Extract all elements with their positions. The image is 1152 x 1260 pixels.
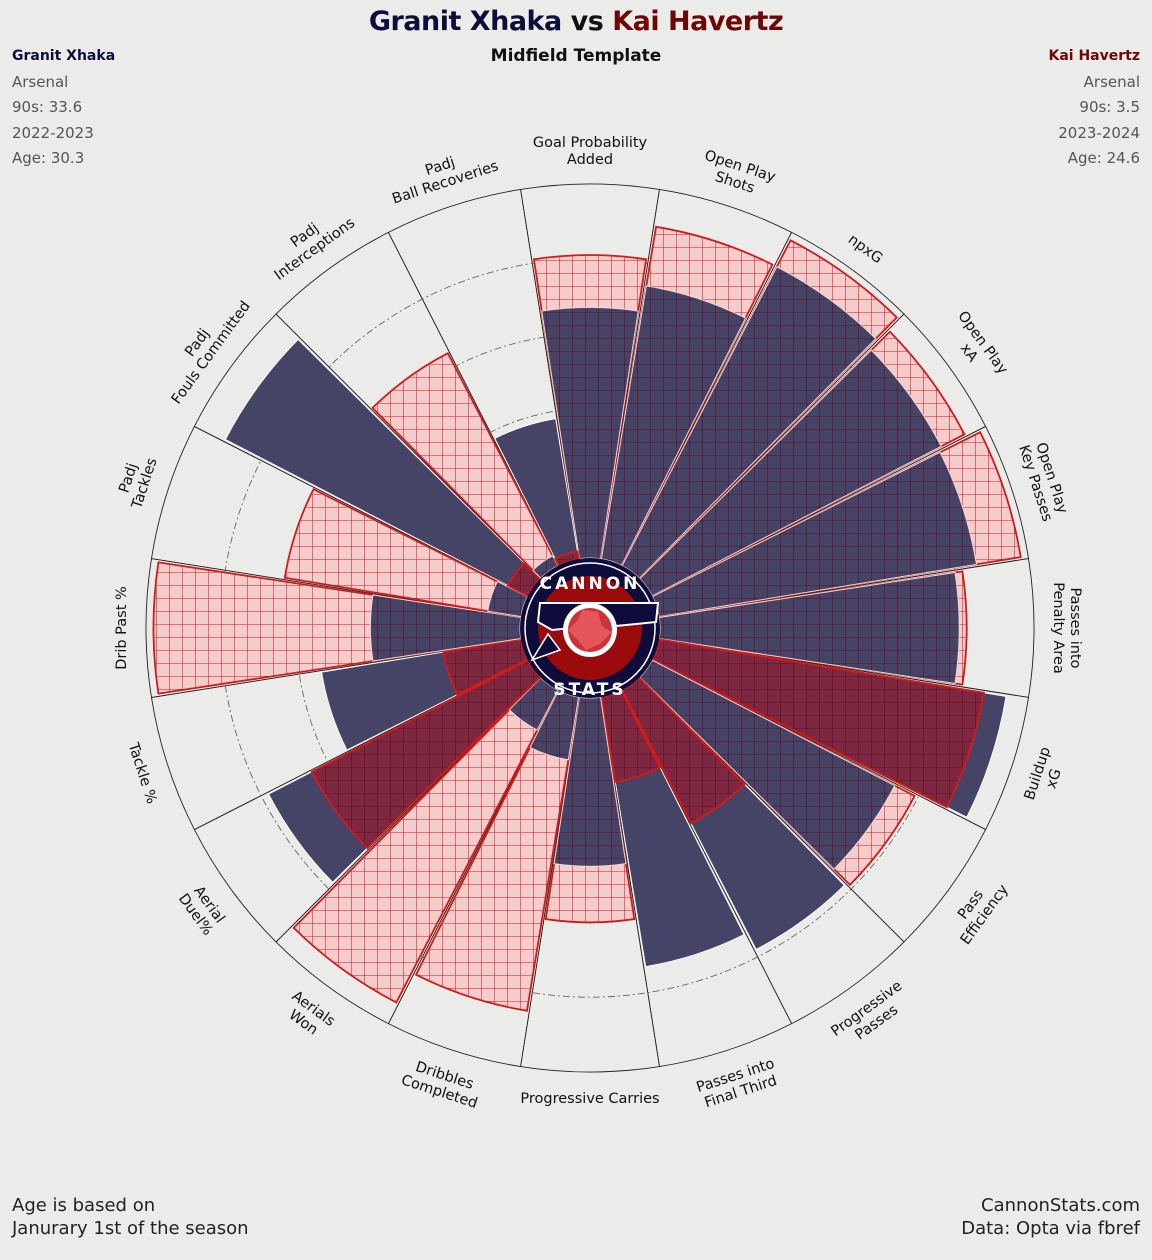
chart-subtitle: Midfield Template [490, 46, 662, 66]
player1-age: Age: 30.3 [12, 149, 85, 167]
parameter-label: npxG [845, 232, 885, 267]
parameter-label-line: Passes into [1067, 588, 1083, 669]
footer-right: CannonStats.com Data: Opta via fbref [961, 1194, 1140, 1240]
parameter-label-line: Tackle % [124, 740, 159, 806]
footer-age-note-1: Age is based on [12, 1195, 156, 1216]
player1-name: Granit Xhaka [12, 48, 116, 64]
player1-info: Granit Xhaka Arsenal 90s: 33.6 2022-2023… [12, 44, 115, 172]
player2-nineties: 90s: 3.5 [1079, 98, 1140, 116]
player1-season: 2022-2023 [12, 123, 94, 142]
player1-club: Arsenal [12, 72, 69, 91]
player1-nineties: 90s: 33.6 [12, 98, 83, 116]
parameter-label: Drib Past % [114, 586, 130, 670]
footer-source: Data: Opta via fbref [961, 1218, 1140, 1239]
footer-site: CannonStats.com [981, 1195, 1140, 1216]
chart-title: Granit Xhaka vs Kai Havertz [0, 6, 1152, 37]
parameter-label-line: xG [1043, 767, 1064, 791]
logo-top-text: CANNON [540, 574, 641, 594]
title-player2: Kai Havertz [612, 6, 784, 37]
title-vs: vs [570, 6, 604, 37]
parameter-label-line: Penalty Area [1050, 582, 1066, 674]
footer-left: Age is based on Janurary 1st of the seas… [12, 1194, 249, 1240]
player2-season: 2023-2024 [1058, 123, 1140, 142]
parameter-label-line: Progressive Carries [520, 1091, 659, 1107]
player2-info: Kai Havertz Arsenal 90s: 3.5 2023-2024 A… [1049, 44, 1141, 172]
cannon-stats-logo: CANNON STATS [520, 558, 660, 700]
parameter-label-line: Added [567, 152, 613, 168]
bars [152, 225, 1022, 1012]
parameter-label-line: npxG [845, 232, 885, 267]
logo-bottom-text: STATS [553, 680, 626, 700]
footer-age-note-2: Janurary 1st of the season [12, 1218, 249, 1239]
player2-age: Age: 24.6 [1067, 149, 1140, 167]
parameter-label-line: Goal Probability [533, 135, 648, 151]
title-player1: Granit Xhaka [368, 6, 562, 37]
parameter-label-line: Open Play [954, 308, 1010, 377]
parameter-label-line: Drib Past % [114, 586, 130, 670]
bar-player2 [651, 638, 985, 809]
player2-club: Arsenal [1083, 72, 1140, 91]
parameter-label: Tackle % [124, 740, 159, 806]
parameter-label: Progressive Carries [520, 1091, 659, 1107]
player2-name: Kai Havertz [1048, 48, 1141, 64]
